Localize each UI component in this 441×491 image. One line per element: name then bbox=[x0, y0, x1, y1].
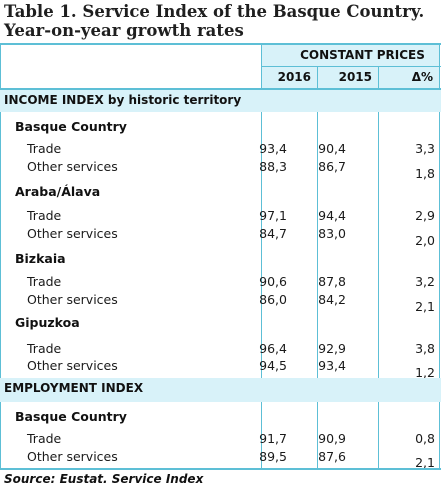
territory-gipuzkoa: Gipuzkoa bbox=[15, 315, 80, 330]
territory-basque-country: Basque Country bbox=[15, 119, 127, 134]
employment-section-label: EMPLOYMENT INDEX bbox=[4, 381, 144, 395]
right-border bbox=[439, 45, 440, 468]
row-label: Other services bbox=[27, 358, 118, 373]
value-delta: 0,8 bbox=[415, 431, 435, 446]
value-2015: 87,8 bbox=[318, 274, 346, 289]
header-divider bbox=[262, 66, 441, 67]
income-section-label: INCOME INDEX by historic territory bbox=[4, 93, 242, 107]
table-row: Other services 86,0 84,2 2,1 bbox=[0, 292, 441, 314]
value-2015: 94,4 bbox=[318, 208, 346, 223]
col-divider-3 bbox=[378, 67, 379, 468]
table-row: Trade 91,7 90,9 0,8 bbox=[0, 431, 441, 449]
col-divider-1 bbox=[261, 45, 262, 468]
value-2015: 92,9 bbox=[318, 341, 346, 356]
col-header-delta: Δ% bbox=[379, 67, 439, 88]
territory-basque-country-employment: Basque Country bbox=[15, 409, 127, 424]
value-2015: 84,2 bbox=[318, 292, 346, 307]
value-2015: 87,6 bbox=[318, 449, 346, 464]
row-label: Other services bbox=[27, 292, 118, 307]
value-2016: 90,6 bbox=[259, 274, 287, 289]
table-row: Other services 94,5 93,4 1,2 bbox=[0, 358, 441, 380]
table-row: Trade 93,4 90,4 3,3 bbox=[0, 141, 441, 159]
bottom-rule bbox=[0, 468, 441, 470]
constant-prices-label: CONSTANT PRICES bbox=[300, 48, 425, 62]
value-2015: 90,9 bbox=[318, 431, 346, 446]
employment-section-band bbox=[0, 378, 441, 402]
value-2016: 96,4 bbox=[259, 341, 287, 356]
value-delta: 2,1 bbox=[415, 299, 435, 314]
value-2016: 97,1 bbox=[259, 208, 287, 223]
col-divider-2 bbox=[317, 67, 318, 468]
row-label: Trade bbox=[27, 341, 62, 356]
col-header-2015: 2015 bbox=[318, 67, 378, 88]
table-row: Trade 97,1 94,4 2,9 bbox=[0, 208, 441, 226]
value-delta: 3,2 bbox=[415, 274, 435, 289]
value-delta: 3,8 bbox=[415, 341, 435, 356]
header-bottom-rule bbox=[0, 88, 441, 90]
table-row: Trade 96,4 92,9 3,8 bbox=[0, 341, 441, 359]
constant-prices-header: CONSTANT PRICES bbox=[262, 45, 439, 66]
value-2016: 86,0 bbox=[259, 292, 287, 307]
table-row: Other services 84,7 83,0 2,0 bbox=[0, 226, 441, 248]
table-row: Other services 89,5 87,6 2,1 bbox=[0, 449, 441, 470]
row-label: Trade bbox=[27, 141, 62, 156]
row-label: Trade bbox=[27, 208, 62, 223]
value-2016: 84,7 bbox=[259, 226, 287, 241]
row-label: Other services bbox=[27, 449, 118, 464]
territory-bizkaia: Bizkaia bbox=[15, 251, 66, 266]
territory-araba: Araba/Álava bbox=[15, 184, 101, 199]
table-row: Other services 88,3 86,7 1,8 bbox=[0, 159, 441, 181]
col-header-2016-label: 2016 bbox=[277, 70, 311, 84]
value-2015: 90,4 bbox=[318, 141, 346, 156]
value-delta: 3,3 bbox=[415, 141, 435, 156]
value-2016: 94,5 bbox=[259, 358, 287, 373]
row-label: Other services bbox=[27, 226, 118, 241]
col-header-2016: 2016 bbox=[262, 67, 317, 88]
table-title-line-2: Year-on-year growth rates bbox=[4, 21, 244, 40]
value-2016: 89,5 bbox=[259, 449, 287, 464]
value-2016: 88,3 bbox=[259, 159, 287, 174]
table-title-line-1: Table 1. Service Index of the Basque Cou… bbox=[4, 2, 425, 21]
value-delta: 1,8 bbox=[415, 166, 435, 181]
row-label: Trade bbox=[27, 274, 62, 289]
source-note: Source: Eustat. Service Index bbox=[4, 472, 204, 486]
row-label: Trade bbox=[27, 431, 62, 446]
value-delta: 2,9 bbox=[415, 208, 435, 223]
top-rule bbox=[0, 43, 441, 45]
value-delta: 1,2 bbox=[415, 365, 435, 380]
table-row: Trade 90,6 87,8 3,2 bbox=[0, 274, 441, 292]
row-label: Other services bbox=[27, 159, 118, 174]
income-section-band bbox=[0, 90, 441, 112]
value-2016: 93,4 bbox=[259, 141, 287, 156]
col-header-delta-label: Δ% bbox=[411, 70, 433, 84]
value-2015: 83,0 bbox=[318, 226, 346, 241]
value-2016: 91,7 bbox=[259, 431, 287, 446]
value-2015: 86,7 bbox=[318, 159, 346, 174]
table-title: Table 1. Service Index of the Basque Cou… bbox=[4, 2, 440, 40]
left-border bbox=[0, 45, 1, 468]
value-delta: 2,0 bbox=[415, 233, 435, 248]
value-2015: 93,4 bbox=[318, 358, 346, 373]
value-delta: 2,1 bbox=[415, 455, 435, 470]
col-header-2015-label: 2015 bbox=[338, 70, 372, 84]
